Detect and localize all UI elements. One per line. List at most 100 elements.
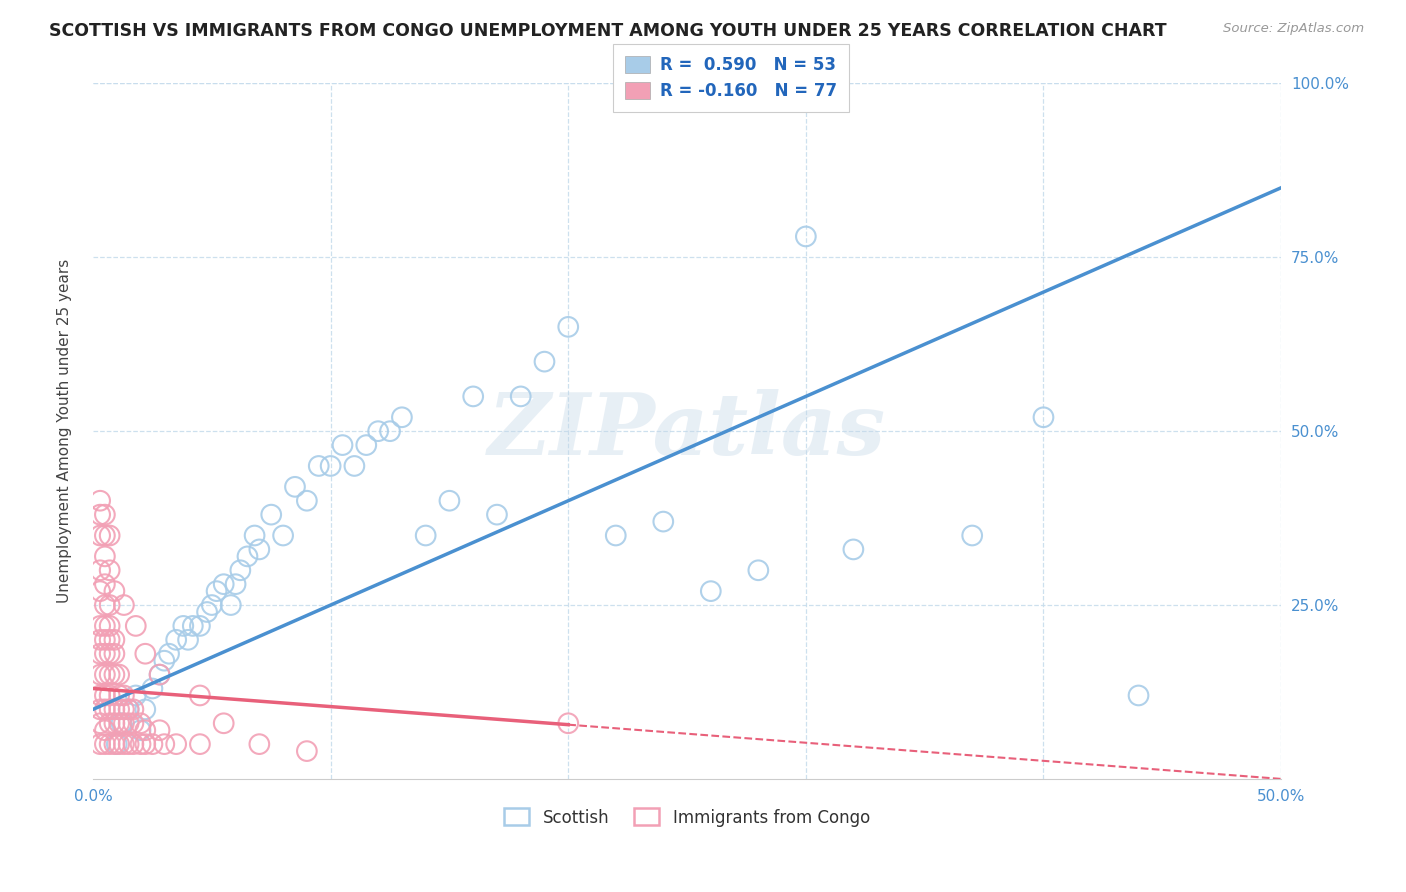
Point [148, 723, 170, 738]
Point [165, 737, 187, 751]
Point [960, 528, 983, 542]
Point [134, 737, 156, 751]
Point [98, 528, 121, 542]
Point [112, 716, 135, 731]
Point [94, 647, 117, 661]
Point [243, 528, 266, 542]
Point [236, 549, 259, 564]
Point [89, 493, 111, 508]
Point [148, 667, 170, 681]
Point [103, 667, 125, 681]
Point [94, 508, 117, 522]
Point [125, 689, 148, 703]
Point [153, 654, 176, 668]
Point [378, 424, 401, 438]
Point [118, 716, 141, 731]
Point [125, 619, 148, 633]
Text: Source: ZipAtlas.com: Source: ZipAtlas.com [1223, 22, 1364, 36]
Point [98, 647, 121, 661]
Point [108, 689, 131, 703]
Point [229, 563, 252, 577]
Point [108, 702, 131, 716]
Point [605, 528, 627, 542]
Point [118, 702, 141, 716]
Point [98, 563, 121, 577]
Point [188, 619, 211, 633]
Point [89, 619, 111, 633]
Point [177, 632, 200, 647]
Point [219, 598, 242, 612]
Point [188, 689, 211, 703]
Point [89, 632, 111, 647]
Point [557, 716, 579, 731]
Point [557, 319, 579, 334]
Point [463, 389, 485, 403]
Point [225, 577, 247, 591]
Point [271, 528, 294, 542]
Legend: R =  0.590   N = 53, R = -0.160   N = 77: R = 0.590 N = 53, R = -0.160 N = 77 [613, 44, 849, 112]
Point [700, 584, 723, 599]
Point [129, 716, 152, 731]
Point [188, 737, 211, 751]
Point [153, 737, 176, 751]
Point [172, 619, 194, 633]
Point [98, 598, 121, 612]
Point [181, 619, 204, 633]
Point [112, 702, 135, 716]
Point [129, 737, 152, 751]
Point [319, 458, 342, 473]
Point [103, 632, 125, 647]
Point [247, 542, 270, 557]
Point [118, 702, 141, 716]
Point [1128, 689, 1150, 703]
Point [108, 716, 131, 731]
Point [89, 563, 111, 577]
Point [794, 229, 817, 244]
Point [201, 598, 224, 612]
Point [98, 632, 121, 647]
Point [212, 716, 235, 731]
Point [94, 598, 117, 612]
Point [747, 563, 769, 577]
Point [122, 702, 145, 716]
Point [110, 716, 132, 731]
Point [112, 598, 135, 612]
Point [141, 737, 163, 751]
Point [103, 716, 125, 731]
Point [439, 493, 461, 508]
Point [295, 493, 318, 508]
Point [94, 528, 117, 542]
Point [356, 438, 378, 452]
Point [1032, 410, 1054, 425]
Legend: Scottish, Immigrants from Congo: Scottish, Immigrants from Congo [498, 802, 876, 833]
Point [89, 647, 111, 661]
Point [129, 723, 152, 738]
Point [415, 528, 437, 542]
Point [247, 737, 270, 751]
Point [842, 542, 865, 557]
Point [89, 716, 111, 731]
Point [134, 702, 156, 716]
Point [332, 438, 354, 452]
Point [98, 667, 121, 681]
Point [148, 667, 170, 681]
Point [295, 744, 318, 758]
Point [205, 584, 228, 599]
Point [284, 480, 307, 494]
Point [94, 549, 117, 564]
Point [122, 716, 145, 731]
Point [391, 410, 413, 425]
Point [94, 702, 117, 716]
Text: SCOTTISH VS IMMIGRANTS FROM CONGO UNEMPLOYMENT AMONG YOUTH UNDER 25 YEARS CORREL: SCOTTISH VS IMMIGRANTS FROM CONGO UNEMPL… [49, 22, 1167, 40]
Point [509, 389, 531, 403]
Point [108, 737, 131, 751]
Point [98, 689, 121, 703]
Point [94, 632, 117, 647]
Point [157, 647, 180, 661]
Point [89, 667, 111, 681]
Point [94, 737, 117, 751]
Text: ZIPatlas: ZIPatlas [488, 390, 886, 473]
Point [98, 702, 121, 716]
Point [103, 737, 125, 751]
Point [165, 632, 187, 647]
